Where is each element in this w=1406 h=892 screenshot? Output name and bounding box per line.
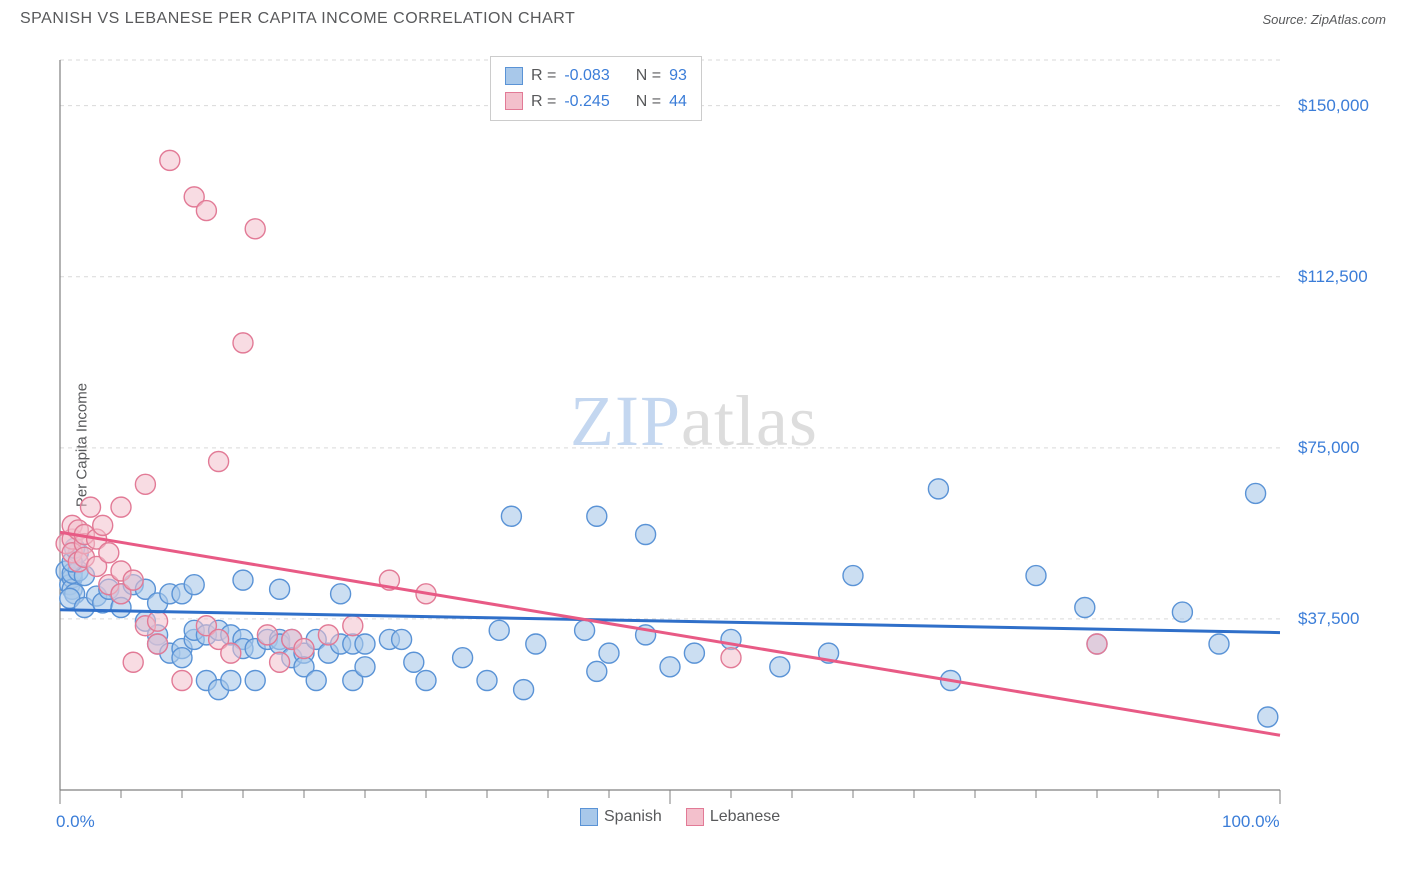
data-point bbox=[233, 333, 253, 353]
data-point bbox=[770, 657, 790, 677]
data-point bbox=[245, 671, 265, 691]
data-point bbox=[1026, 566, 1046, 586]
data-point bbox=[148, 634, 168, 654]
data-point bbox=[599, 643, 619, 663]
legend-swatch bbox=[505, 67, 523, 85]
data-point bbox=[1258, 707, 1278, 727]
data-point bbox=[587, 661, 607, 681]
data-point bbox=[233, 570, 253, 590]
data-point bbox=[245, 219, 265, 239]
data-point bbox=[843, 566, 863, 586]
data-point bbox=[270, 579, 290, 599]
legend-swatch bbox=[686, 808, 704, 826]
data-point bbox=[331, 584, 351, 604]
data-point bbox=[257, 625, 277, 645]
data-point bbox=[123, 652, 143, 672]
data-point bbox=[489, 620, 509, 640]
legend-swatch bbox=[505, 92, 523, 110]
n-label: N = bbox=[636, 89, 661, 115]
data-point bbox=[294, 639, 314, 659]
data-point bbox=[660, 657, 680, 677]
x-tick-label-max: 100.0% bbox=[1222, 812, 1280, 832]
data-point bbox=[501, 506, 521, 526]
data-point bbox=[526, 634, 546, 654]
scatter-chart bbox=[50, 50, 1390, 840]
data-point bbox=[416, 671, 436, 691]
legend-stats-row: R = -0.083 N = 93 bbox=[505, 63, 687, 89]
data-point bbox=[209, 452, 229, 472]
data-point bbox=[453, 648, 473, 668]
data-point bbox=[93, 515, 113, 535]
data-point bbox=[270, 652, 290, 672]
data-point bbox=[1075, 598, 1095, 618]
legend-item: Lebanese bbox=[686, 808, 780, 826]
data-point bbox=[306, 671, 326, 691]
chart-title: SPANISH VS LEBANESE PER CAPITA INCOME CO… bbox=[20, 10, 575, 28]
data-point bbox=[148, 611, 168, 631]
data-point bbox=[99, 543, 119, 563]
y-tick-label: $37,500 bbox=[1298, 609, 1359, 629]
data-point bbox=[1087, 634, 1107, 654]
chart-container: Per Capita Income ZIPatlas R =-0.083N =9… bbox=[50, 50, 1390, 840]
data-point bbox=[1246, 483, 1266, 503]
data-point bbox=[392, 629, 412, 649]
y-tick-label: $112,500 bbox=[1298, 267, 1368, 287]
data-point bbox=[172, 671, 192, 691]
n-value: 93 bbox=[669, 63, 687, 89]
data-point bbox=[514, 680, 534, 700]
data-point bbox=[355, 657, 375, 677]
n-value: 44 bbox=[669, 89, 687, 115]
data-point bbox=[196, 201, 216, 221]
data-point bbox=[404, 652, 424, 672]
y-tick-label: $150,000 bbox=[1298, 96, 1369, 116]
r-value: -0.245 bbox=[564, 89, 609, 115]
data-point bbox=[343, 616, 363, 636]
r-value: -0.083 bbox=[564, 63, 609, 89]
source-prefix: Source: bbox=[1262, 12, 1310, 27]
source-attribution: Source: ZipAtlas.com bbox=[1262, 12, 1386, 27]
data-point bbox=[172, 648, 192, 668]
legend-series: Spanish Lebanese bbox=[580, 808, 780, 826]
legend-swatch bbox=[580, 808, 598, 826]
data-point bbox=[1172, 602, 1192, 622]
data-point bbox=[1209, 634, 1229, 654]
data-point bbox=[575, 620, 595, 640]
data-point bbox=[221, 671, 241, 691]
n-label: N = bbox=[636, 63, 661, 89]
legend-item: Spanish bbox=[580, 808, 662, 826]
data-point bbox=[587, 506, 607, 526]
data-point bbox=[81, 497, 101, 517]
data-point bbox=[123, 570, 143, 590]
data-point bbox=[477, 671, 497, 691]
legend-stats-row: R = -0.245 N = 44 bbox=[505, 89, 687, 115]
source-name: ZipAtlas.com bbox=[1311, 12, 1386, 27]
r-label: R = bbox=[531, 89, 556, 115]
data-point bbox=[355, 634, 375, 654]
legend-label: Spanish bbox=[604, 808, 662, 826]
data-point bbox=[135, 474, 155, 494]
x-tick-label-min: 0.0% bbox=[56, 812, 95, 832]
data-point bbox=[721, 648, 741, 668]
r-label: R = bbox=[531, 63, 556, 89]
data-point bbox=[318, 625, 338, 645]
data-point bbox=[184, 575, 204, 595]
data-point bbox=[160, 150, 180, 170]
data-point bbox=[111, 497, 131, 517]
data-point bbox=[221, 643, 241, 663]
data-point bbox=[684, 643, 704, 663]
y-tick-label: $75,000 bbox=[1298, 438, 1359, 458]
legend-label: Lebanese bbox=[710, 808, 780, 826]
header-bar: SPANISH VS LEBANESE PER CAPITA INCOME CO… bbox=[0, 0, 1406, 36]
data-point bbox=[928, 479, 948, 499]
legend-stats: R = -0.083 N = 93 R = -0.245 N = 44 bbox=[490, 56, 702, 121]
data-point bbox=[636, 525, 656, 545]
